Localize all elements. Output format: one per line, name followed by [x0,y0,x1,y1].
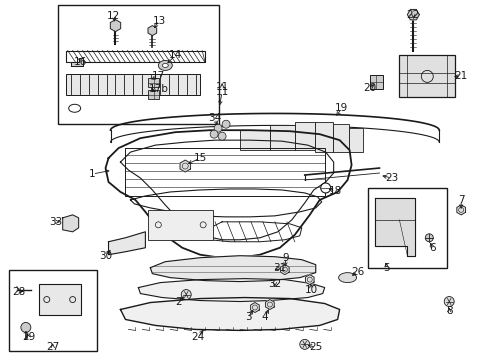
Text: 17: 17 [151,71,164,81]
Bar [148,78,159,87]
Text: 30: 30 [99,251,112,261]
Polygon shape [456,205,465,215]
Bar [125,148,324,196]
Bar [9,270,96,351]
Bar [348,128,362,152]
Text: 16: 16 [74,58,87,67]
Bar [399,55,454,97]
Bar [367,188,447,268]
Polygon shape [407,9,419,20]
Text: 1: 1 [89,169,96,179]
Bar [314,122,332,152]
Text: 18: 18 [328,186,342,196]
Circle shape [425,234,432,242]
Text: 24: 24 [191,332,204,342]
Ellipse shape [338,273,356,283]
Text: 9: 9 [282,253,288,263]
Text: 29: 29 [22,332,36,342]
Text: 34: 34 [208,113,221,123]
Text: 8: 8 [445,306,451,316]
Polygon shape [108,232,145,255]
Text: 19: 19 [334,103,347,113]
Text: 14: 14 [168,50,182,60]
Text: 23: 23 [384,173,397,183]
Text: 28: 28 [12,287,25,297]
Bar [65,75,200,95]
Text: 15: 15 [193,153,206,163]
Polygon shape [305,275,313,285]
Text: 32: 32 [268,279,281,289]
Polygon shape [180,160,190,172]
Bar [148,210,213,240]
Text: 7: 7 [457,195,464,205]
Circle shape [222,120,229,128]
Polygon shape [265,300,274,310]
Circle shape [218,132,225,140]
Text: 4: 4 [261,312,268,323]
Text: 12: 12 [107,11,120,21]
Text: 26: 26 [350,267,364,276]
Circle shape [320,183,330,193]
Text: 13: 13 [152,15,165,26]
Text: 11: 11 [215,87,228,97]
Circle shape [210,130,218,138]
Circle shape [21,323,31,332]
Bar [369,75,383,89]
Text: 11: 11 [215,82,228,93]
Polygon shape [148,26,156,36]
Polygon shape [280,265,288,275]
Polygon shape [120,298,339,330]
Circle shape [299,339,309,349]
Text: 6: 6 [428,243,435,253]
Polygon shape [71,58,82,67]
Polygon shape [138,279,324,302]
Text: 3: 3 [244,312,251,323]
Text: 5: 5 [383,263,389,273]
Polygon shape [150,256,315,282]
Polygon shape [62,215,79,232]
Polygon shape [110,20,121,32]
Bar [269,125,294,150]
Text: 22: 22 [406,10,419,20]
Bar [58,5,219,124]
Text: 25: 25 [308,342,322,352]
Bar [240,130,269,150]
Ellipse shape [158,60,172,71]
Text: 21: 21 [454,71,467,81]
Bar [39,284,81,315]
Text: 31: 31 [273,263,286,273]
Bar [332,124,348,152]
Text: 10: 10 [305,284,318,294]
Text: 20: 20 [362,84,375,93]
Bar [294,122,314,150]
Circle shape [443,297,453,306]
Polygon shape [250,302,259,312]
Polygon shape [375,198,414,256]
Bar [65,50,205,62]
Circle shape [214,124,222,132]
Circle shape [181,289,191,300]
Text: 2: 2 [175,297,181,306]
Text: 17b: 17b [148,84,168,94]
Text: 33: 33 [49,217,62,227]
Ellipse shape [162,63,168,67]
Bar [148,90,159,99]
Text: 27: 27 [46,342,59,352]
